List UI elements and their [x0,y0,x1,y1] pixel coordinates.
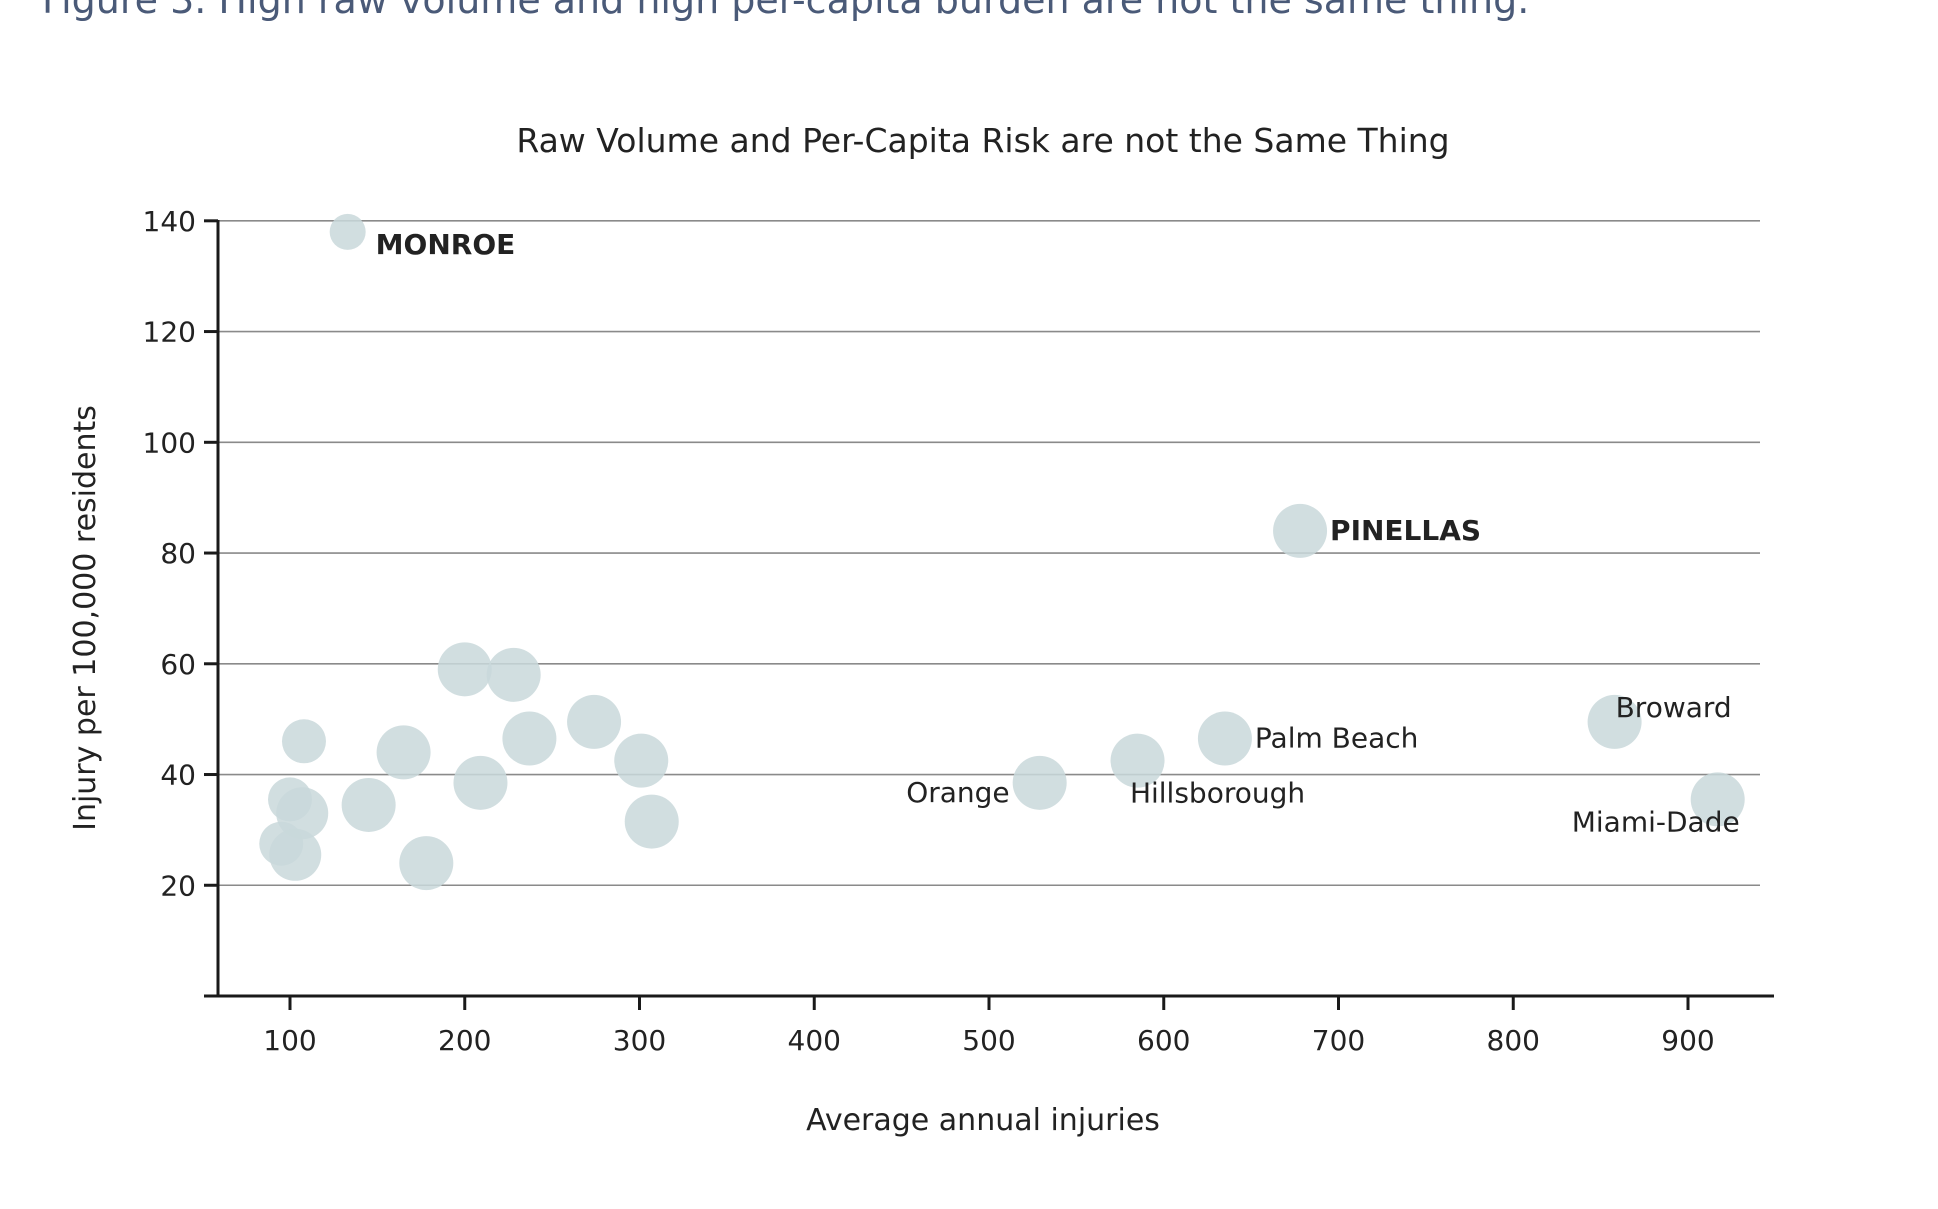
y-tick-label-120: 120 [143,316,196,349]
x-axis-label: Average annual injuries [806,1103,1160,1138]
label-orange: Orange [906,776,1009,809]
tick-labels: 20 40 60 80 100 120 140 100 200 300 400 500 600 700 80… [143,205,1715,1057]
point-16 [341,777,396,832]
y-tick-label-60: 60 [160,648,196,681]
point-orange [1012,755,1067,810]
point-13 [624,794,679,849]
y-tick-label-100: 100 [143,426,196,459]
x-tick-label-200: 200 [438,1024,491,1057]
axes [204,219,1774,1010]
label-pinellas: PINELLAS [1330,514,1481,547]
x-tick-label-400: 400 [788,1024,841,1057]
figure-caption: Figure 3. High raw volume and high per-c… [42,0,1530,22]
point-22 [269,828,322,881]
point-18 [281,719,326,764]
point-hillsborough [1110,733,1165,788]
y-tick-label-80: 80 [160,537,196,570]
point-12 [614,733,669,788]
point-9 [486,647,541,702]
point-10 [502,711,557,766]
x-tick-label-900: 900 [1661,1024,1714,1057]
point-palm-beach [1197,711,1252,766]
point-11 [567,694,622,749]
x-tick-label-600: 600 [1137,1024,1190,1057]
point-pinellas [1273,503,1328,558]
point-15 [376,725,431,780]
y-tick-label-20: 20 [160,869,196,902]
label-broward: Broward [1616,691,1732,724]
label-miami-dade: Miami-Dade [1572,805,1740,838]
point-monroe [329,213,366,250]
point-labels: MONROE PINELLAS Broward Miami-Dade Palm Beac… [376,228,1740,839]
x-tick-label-300: 300 [613,1024,666,1057]
x-tick-label-100: 100 [263,1024,316,1057]
chart-title: Raw Volume and Per-Capita Risk are not t… [516,121,1449,160]
point-broward [1587,694,1642,749]
point-8 [437,642,492,697]
label-hillsborough: Hillsborough [1130,777,1305,810]
point-miami-dade [1690,772,1745,827]
y-tick-label-40: 40 [160,759,196,792]
x-tick-label-800: 800 [1487,1024,1540,1057]
label-palm-beach: Palm Beach [1255,722,1418,755]
x-tick-label-700: 700 [1312,1024,1365,1057]
point-14 [453,755,508,810]
label-monroe: MONROE [376,228,516,261]
x-tick-label-500: 500 [962,1024,1015,1057]
y-tick-label-140: 140 [143,205,196,238]
data-points [259,213,1745,891]
y-axis-label: Injury per 100,000 residents [68,405,103,831]
point-17 [399,836,454,891]
gridlines [218,220,1760,887]
